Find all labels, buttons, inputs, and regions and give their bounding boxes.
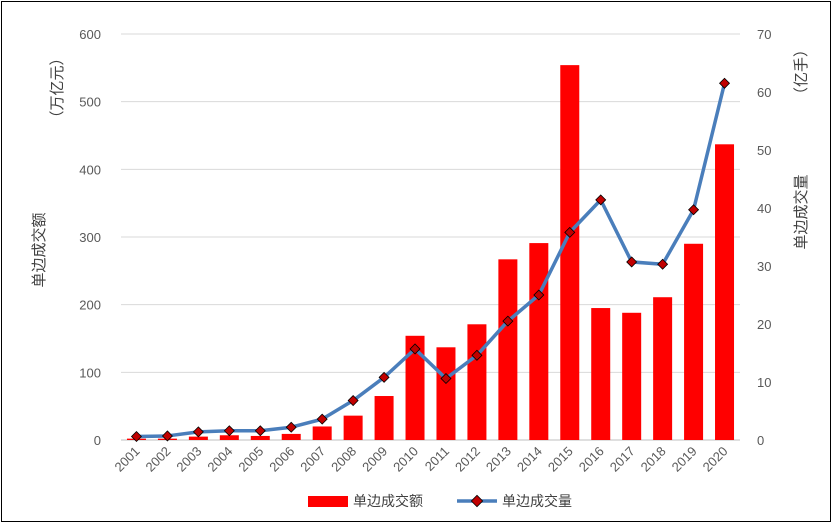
bar-2005	[250, 435, 270, 440]
right-axis-title: 单边成交量	[792, 174, 810, 249]
x-tick-label: 2001	[112, 444, 143, 475]
x-tick-label: 2014	[514, 444, 545, 475]
bar-2020	[715, 144, 735, 440]
point-2013	[502, 315, 514, 327]
x-tick-label: 2020	[700, 444, 731, 475]
x-tick-label: 2009	[359, 444, 390, 475]
x-axis-ticks: 2001 2002 2003 2004 2005 2006 2007 2008 2009 2010…	[112, 444, 731, 475]
x-tick-label: 2016	[576, 444, 607, 475]
bar-2003	[188, 436, 208, 440]
point-2018	[657, 258, 669, 270]
x-tick-label: 2006	[266, 444, 297, 475]
bar-2009	[374, 396, 394, 440]
legend-bar-label: 单边成交额	[353, 493, 423, 510]
point-2020	[719, 77, 731, 89]
point-2002	[161, 430, 173, 442]
bar-2012	[467, 324, 487, 440]
bar-2011	[436, 347, 456, 440]
legend: 单边成交额 单边成交量	[308, 493, 572, 510]
point-2004	[223, 425, 235, 437]
x-tick-label: 2012	[452, 444, 483, 475]
line-series	[130, 77, 731, 443]
bar-2018	[653, 297, 673, 440]
legend-line-marker	[470, 494, 484, 508]
left-tick-label: 400	[79, 162, 101, 177]
x-tick-label: 2013	[483, 444, 514, 475]
left-axis-ticks: 0 100 200 300 400 500 600	[79, 27, 101, 448]
point-2009	[378, 371, 390, 383]
right-tick-label: 0	[757, 433, 764, 448]
x-tick-label: 2015	[545, 444, 576, 475]
point-2015	[564, 226, 576, 238]
point-2014	[533, 289, 545, 301]
x-tick-label: 2003	[173, 444, 204, 475]
right-tick-label: 10	[757, 375, 771, 390]
bar-2015	[560, 65, 580, 441]
bar-2019	[684, 243, 704, 440]
bar-2014	[529, 243, 549, 440]
left-tick-label: 200	[79, 298, 101, 313]
right-tick-label: 70	[757, 27, 771, 42]
point-2001	[130, 431, 142, 443]
bar-2013	[498, 259, 518, 440]
x-tick-label: 2007	[297, 444, 328, 475]
right-tick-label: 30	[757, 259, 771, 274]
right-tick-label: 40	[757, 201, 771, 216]
left-tick-label: 100	[79, 365, 101, 380]
x-tick-label: 2017	[607, 444, 638, 475]
point-2003	[192, 426, 204, 438]
bar-2008	[343, 415, 363, 440]
bar-2010	[405, 335, 425, 440]
bar-2006	[281, 433, 301, 440]
x-tick-label: 2018	[638, 444, 669, 475]
left-axis-unit: （万亿元）	[48, 50, 66, 125]
left-tick-label: 500	[79, 95, 101, 110]
point-2008	[347, 395, 359, 407]
left-tick-label: 0	[94, 433, 101, 448]
point-2007	[316, 413, 328, 425]
point-2019	[688, 204, 700, 216]
x-tick-label: 2004	[204, 444, 235, 475]
x-tick-label: 2011	[422, 444, 452, 474]
left-tick-label: 300	[79, 230, 101, 245]
bar-2016	[591, 308, 611, 440]
left-tick-label: 600	[79, 27, 101, 42]
point-2006	[285, 421, 297, 433]
point-2005	[254, 425, 266, 437]
bar-2017	[622, 312, 642, 440]
x-tick-label: 2002	[142, 444, 173, 475]
left-axis-title: 单边成交额	[30, 212, 48, 287]
gridlines	[121, 33, 740, 441]
right-tick-label: 50	[757, 143, 771, 158]
x-tick-label: 2019	[669, 444, 700, 475]
bar-2007	[312, 426, 332, 440]
right-tick-label: 60	[757, 85, 771, 100]
right-axis-unit: （亿手）	[792, 42, 810, 102]
point-2010	[409, 343, 421, 355]
bar-2004	[219, 435, 239, 440]
point-2017	[626, 256, 638, 268]
x-tick-label: 2005	[235, 444, 266, 475]
right-tick-label: 20	[757, 317, 771, 332]
legend-bar-swatch	[308, 496, 348, 507]
legend-line-label: 单边成交量	[502, 493, 572, 510]
point-2012	[471, 349, 483, 361]
point-2016	[595, 194, 607, 206]
x-tick-label: 2010	[390, 444, 421, 475]
point-2011	[440, 373, 452, 385]
x-tick-label: 2008	[328, 444, 359, 475]
bar-series	[126, 65, 735, 441]
right-axis-ticks: 0 10 20 30 40 50 60 70	[757, 27, 771, 448]
